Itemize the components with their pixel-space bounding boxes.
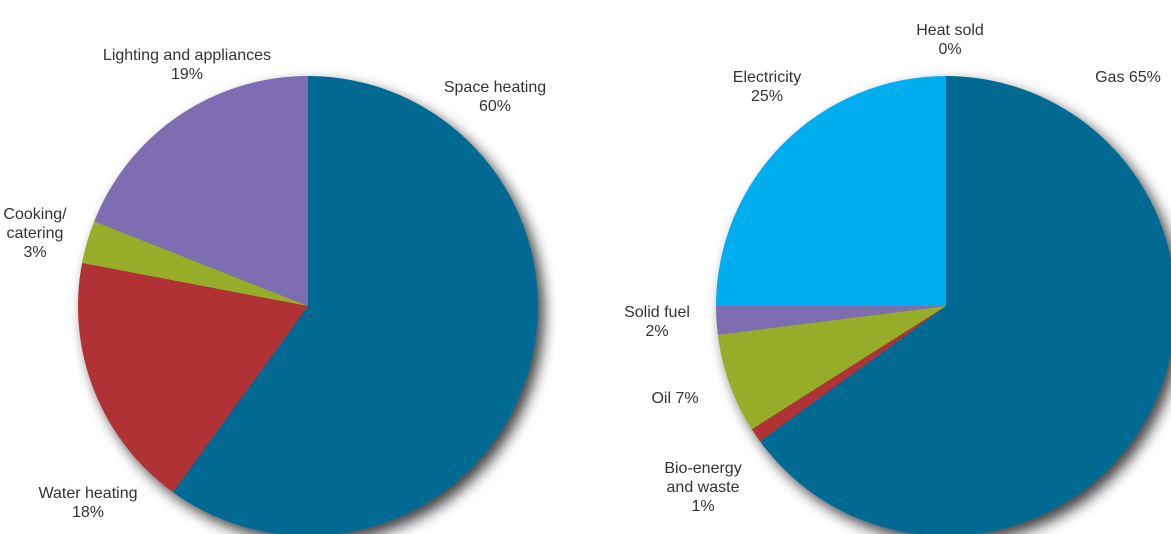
label-lighting-appliances: Lighting and appliances 19%: [82, 46, 292, 84]
label-text: and waste: [666, 479, 740, 496]
label-text: Heat sold: [916, 22, 984, 39]
label-value: 3%: [23, 244, 47, 261]
label-value: 0%: [938, 41, 962, 58]
label-bio-energy: Bio-energy and waste 1%: [648, 459, 758, 516]
label-text: Space heating: [443, 79, 547, 96]
label-gas: Gas 65%: [1088, 68, 1168, 87]
label-value: 2%: [645, 323, 669, 340]
label-solid-fuel: Solid fuel 2%: [612, 303, 702, 341]
pie-slice-electricity: [716, 76, 946, 306]
label-oil: Oil 7%: [640, 389, 710, 408]
label-value: 19%: [170, 66, 204, 83]
label-text: Cooking/: [3, 206, 67, 223]
pie-slice-solid-fuel: [716, 306, 946, 335]
pie-chart-end-use: [77, 76, 538, 534]
pie-slice-oil: [717, 306, 946, 430]
pie-chart-fuel: [716, 76, 1171, 534]
label-text: catering: [6, 225, 64, 242]
pie-slice-cooking-catering: [82, 221, 308, 306]
label-text: Lighting and appliances: [102, 47, 272, 64]
label-text: Electricity: [732, 69, 802, 86]
label-text: Bio-energy: [664, 460, 742, 477]
label-value: 18%: [71, 504, 105, 521]
label-value: 1%: [691, 498, 715, 515]
label-cooking-catering: Cooking/ catering 3%: [2, 205, 68, 262]
label-value: 60%: [478, 98, 512, 115]
label-space-heating: Space heating 60%: [435, 78, 555, 116]
label-value: 25%: [750, 88, 784, 105]
label-text: Gas 65%: [1095, 69, 1161, 86]
label-heat-sold: Heat sold 0%: [895, 21, 1005, 59]
label-text: Oil 7%: [651, 390, 699, 407]
pie-slice-water-heating: [77, 262, 308, 493]
pie-slice-space-heating: [172, 76, 538, 534]
pie-slice-bio-energy-and-waste: [751, 306, 946, 442]
label-text: Solid fuel: [624, 304, 690, 321]
label-text: Water heating: [38, 485, 138, 502]
label-water-heating: Water heating 18%: [18, 484, 158, 522]
pie-slice-gas: [759, 76, 1171, 534]
pie-slice-lighting-and-appliances: [94, 76, 309, 306]
label-electricity: Electricity 25%: [712, 68, 822, 106]
